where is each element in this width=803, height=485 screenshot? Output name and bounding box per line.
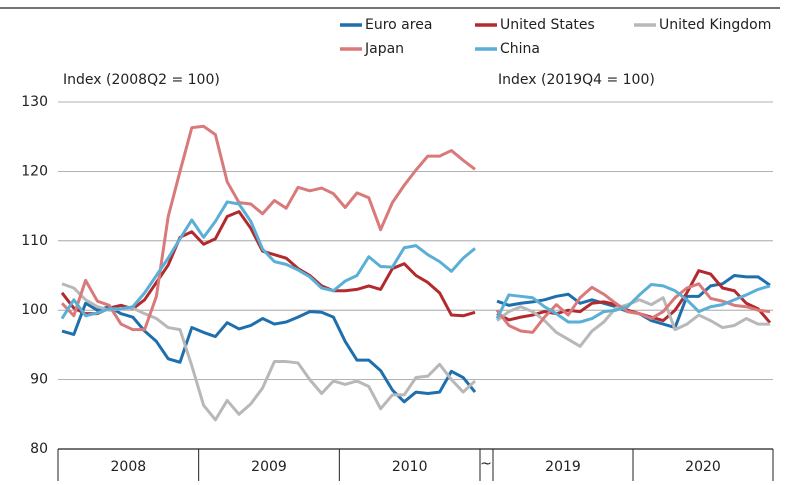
series-line — [61, 301, 477, 404]
series-line — [60, 124, 476, 332]
axis-break: ~ — [480, 456, 492, 472]
legend-label: United Kingdom — [659, 17, 771, 33]
series-line — [495, 282, 771, 334]
series-line — [495, 283, 771, 324]
legend-label: Euro area — [365, 17, 432, 33]
y-tick-label: 130 — [21, 94, 48, 110]
y-tick-label: 120 — [21, 163, 48, 179]
x-tick-label: 2020 — [685, 459, 721, 475]
series-line — [61, 282, 477, 422]
legend-label: China — [500, 41, 540, 57]
y-tick-label: 90 — [30, 372, 48, 388]
legend-label: Japan — [364, 41, 404, 57]
series-line — [60, 200, 476, 320]
x-tick-label: 2019 — [545, 459, 581, 475]
panel-label: Index (2019Q4 = 100) — [498, 72, 655, 88]
series-line — [60, 210, 476, 318]
y-tick-label: 80 — [30, 441, 48, 457]
x-tick-label: 2010 — [392, 459, 428, 475]
legend-label: United States — [500, 17, 595, 33]
x-tick-label: 2009 — [251, 459, 287, 475]
x-tick-label: 2008 — [111, 459, 147, 475]
y-tick-label: 110 — [21, 233, 48, 249]
panel-label: Index (2008Q2 = 100) — [63, 72, 220, 88]
y-tick-label: 100 — [21, 302, 48, 318]
